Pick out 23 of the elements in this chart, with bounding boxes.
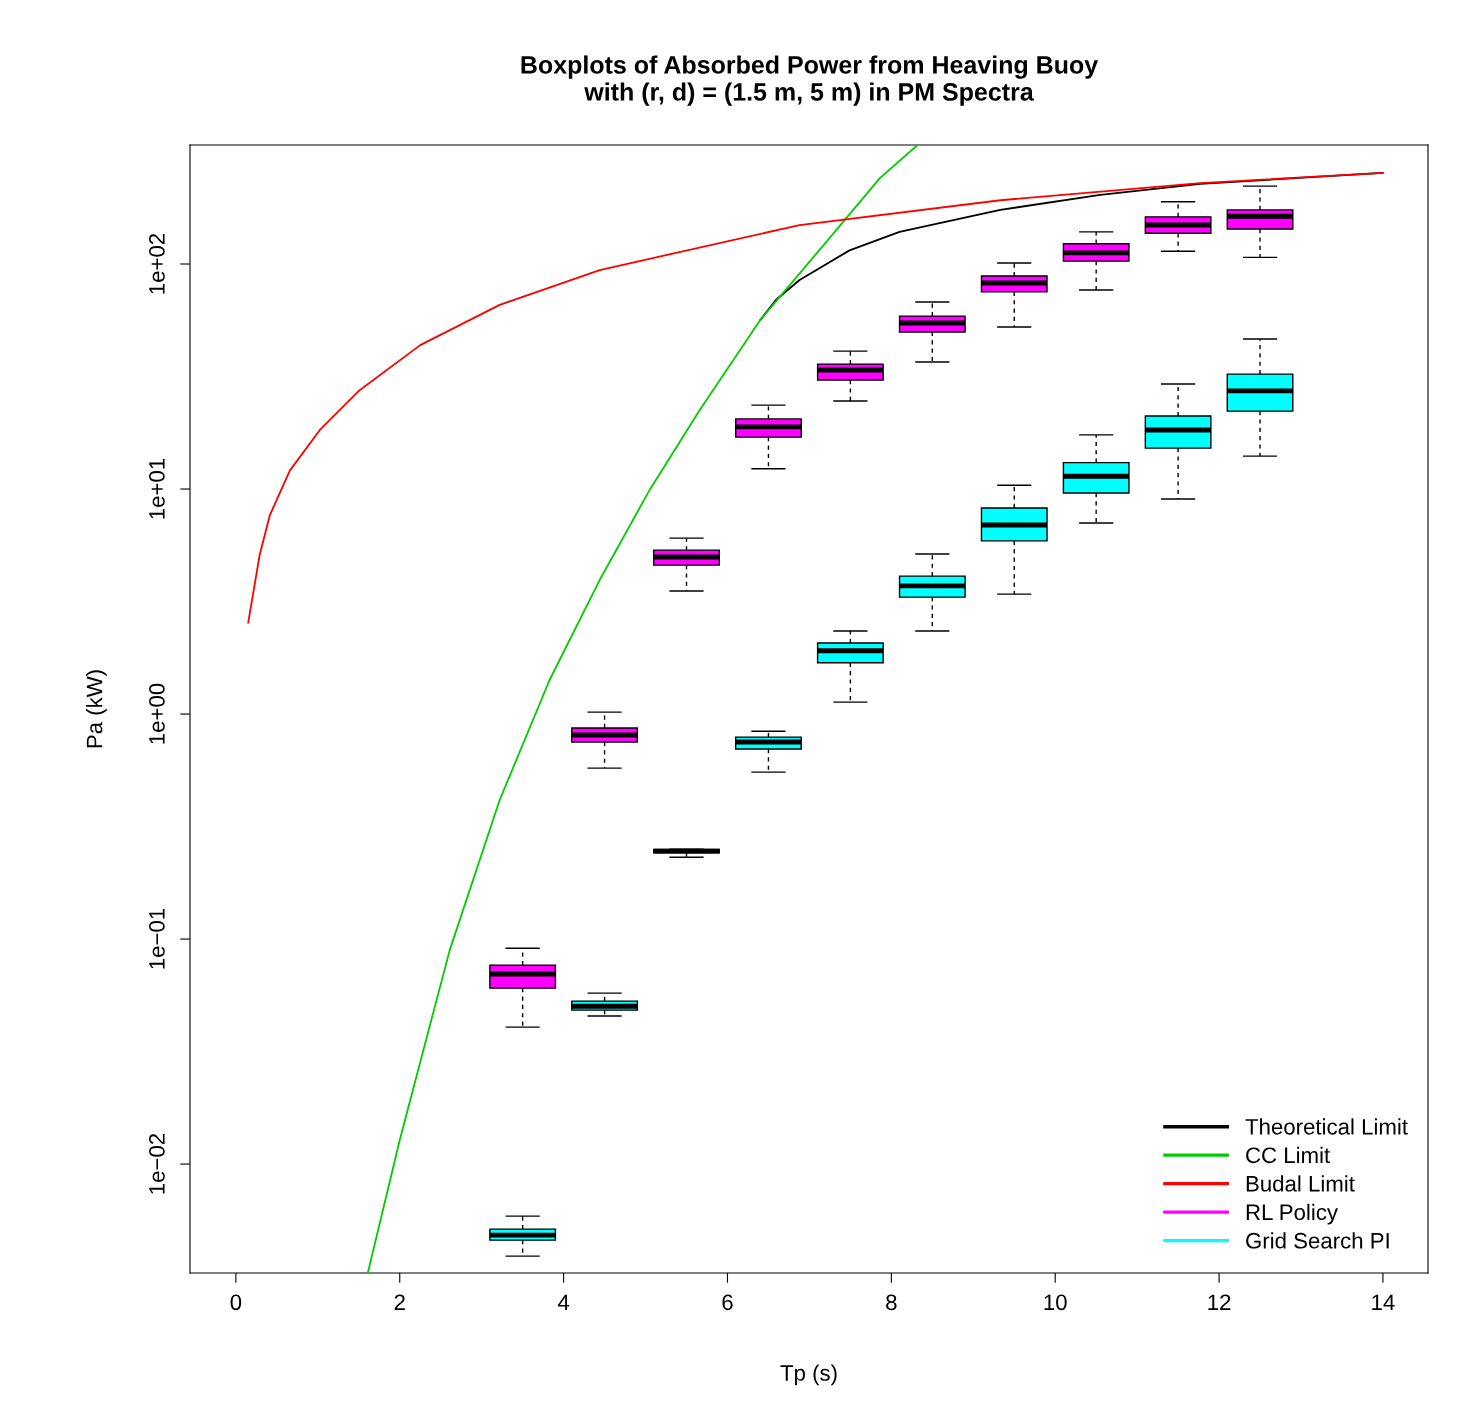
x-axis-title: Tp (s) <box>780 1364 837 1386</box>
x-tick-label: 8 <box>886 1294 897 1311</box>
legend-label: Budal Limit <box>1246 1175 1355 1192</box>
y-tick-label: 1e+01 <box>149 458 165 519</box>
legend-label: Grid Search PI <box>1246 1232 1389 1249</box>
y-tick-label: 1e+00 <box>149 683 165 744</box>
y-tick-label: 1e−01 <box>149 908 165 969</box>
y-tick-label: 1e−02 <box>149 1133 165 1194</box>
x-tick-label: 12 <box>1208 1294 1231 1310</box>
legend-label: RL Policy <box>1246 1203 1338 1225</box>
line-series <box>247 172 1384 624</box>
x-tick-label: 6 <box>722 1294 733 1311</box>
x-tick-label: 14 <box>1372 1294 1395 1310</box>
y-axis-title: Pa (kW) <box>86 670 107 748</box>
x-tick-label: 2 <box>394 1294 405 1310</box>
x-tick-label: 4 <box>557 1294 570 1310</box>
legend-label: Theoretical Limit <box>1245 1118 1408 1135</box>
x-tick-label: 10 <box>1044 1294 1067 1311</box>
y-tick-label: 1e+02 <box>149 233 165 294</box>
x-tick-label: 0 <box>230 1294 242 1311</box>
legend-label: CC Limit <box>1246 1146 1331 1164</box>
chart-title: Boxplots of Absorbed Power from Heaving Buoy with (r, d) = (1.5 m, 5 m) in PM Spectra <box>521 55 1099 106</box>
line-series <box>366 145 919 1273</box>
